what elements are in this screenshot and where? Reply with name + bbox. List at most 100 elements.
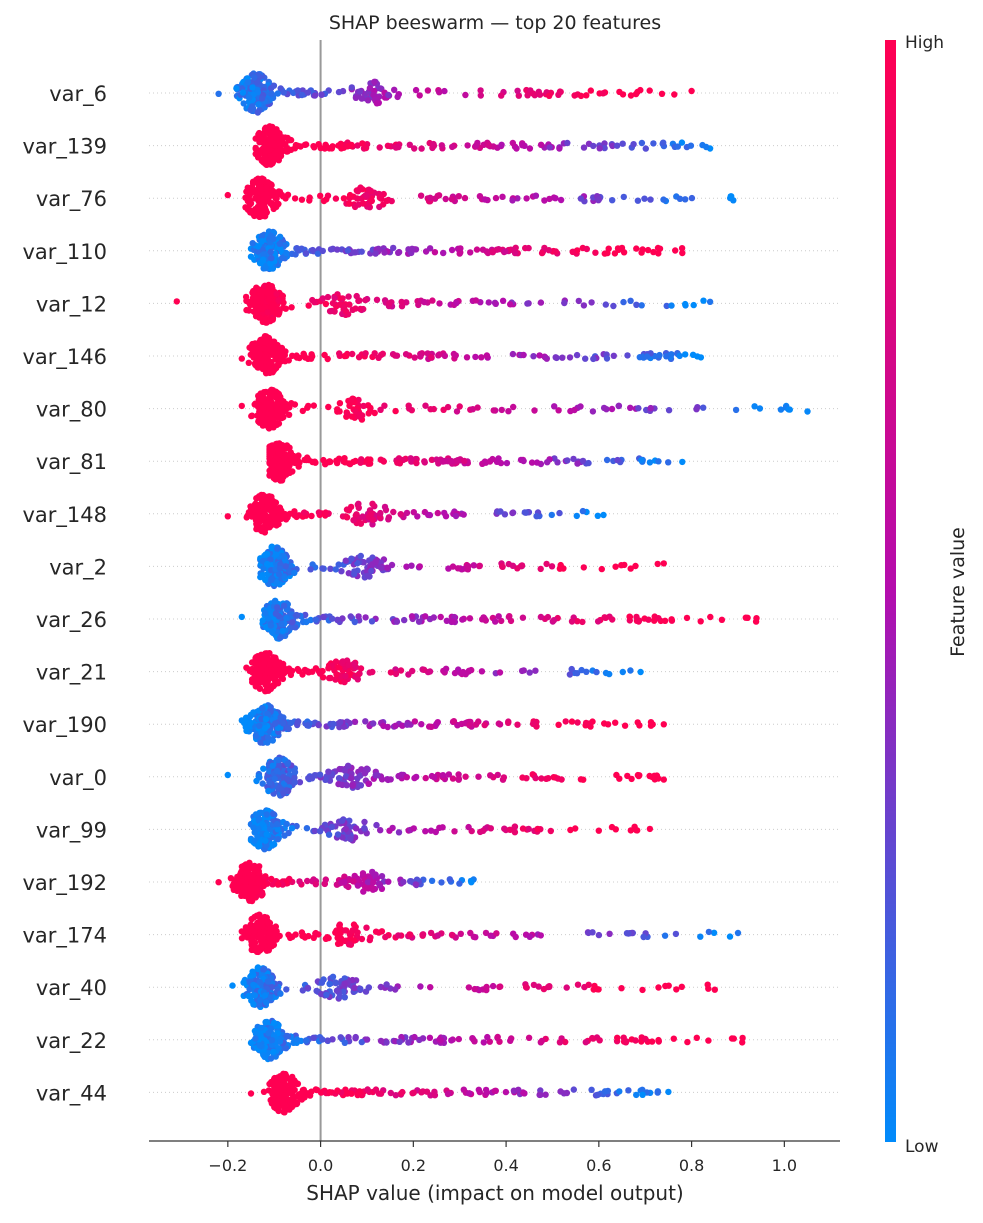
point — [444, 618, 450, 624]
point — [358, 665, 364, 671]
point — [418, 721, 424, 727]
point — [500, 298, 506, 304]
point — [502, 248, 508, 254]
point — [588, 87, 594, 93]
point — [249, 84, 255, 90]
point — [519, 142, 525, 148]
point — [289, 619, 295, 625]
point — [373, 558, 379, 564]
point — [636, 722, 642, 728]
point — [537, 92, 543, 98]
point — [323, 992, 329, 998]
point — [378, 1038, 384, 1044]
point — [228, 875, 234, 881]
point — [499, 563, 505, 569]
point — [583, 92, 589, 98]
point — [354, 929, 360, 935]
point — [668, 616, 674, 622]
point — [660, 140, 666, 146]
point — [369, 198, 375, 204]
point — [578, 195, 584, 201]
point — [551, 403, 557, 409]
point — [258, 730, 264, 736]
point — [409, 613, 415, 619]
point — [370, 720, 376, 726]
point — [269, 629, 275, 635]
point — [256, 314, 262, 320]
point — [338, 880, 344, 886]
point — [263, 333, 269, 339]
point — [439, 824, 445, 830]
point — [259, 158, 265, 164]
point — [546, 247, 552, 253]
point — [266, 297, 272, 303]
point — [467, 615, 473, 621]
point — [451, 718, 457, 724]
point — [436, 300, 442, 306]
point — [298, 246, 304, 252]
point — [403, 351, 409, 357]
point — [555, 775, 561, 781]
point — [624, 930, 630, 936]
point — [295, 666, 301, 672]
point — [284, 442, 290, 448]
point — [270, 469, 276, 475]
point — [627, 405, 633, 411]
point — [363, 192, 369, 198]
point — [620, 669, 626, 675]
point — [257, 979, 263, 985]
point — [480, 247, 486, 253]
point — [427, 512, 433, 518]
point — [682, 301, 688, 307]
point — [333, 195, 339, 201]
point — [471, 934, 477, 940]
point — [377, 193, 383, 199]
point — [286, 412, 292, 418]
point — [268, 1055, 274, 1061]
point — [622, 723, 628, 729]
point — [263, 319, 269, 325]
point — [343, 558, 349, 564]
point — [526, 826, 532, 832]
point — [270, 317, 276, 323]
point — [256, 842, 262, 848]
point — [555, 92, 561, 98]
point — [273, 611, 279, 617]
point — [578, 667, 584, 673]
point — [358, 553, 364, 559]
point — [251, 670, 257, 676]
point — [610, 303, 616, 309]
point — [272, 776, 278, 782]
point — [571, 92, 577, 98]
point — [491, 407, 497, 413]
point — [483, 984, 489, 990]
point — [368, 568, 374, 574]
point — [406, 405, 412, 411]
point — [427, 406, 433, 412]
point — [459, 670, 465, 676]
point — [363, 145, 369, 151]
point — [538, 932, 544, 938]
point — [349, 84, 355, 90]
point — [394, 94, 400, 100]
point — [263, 185, 269, 191]
point — [380, 201, 386, 207]
point — [484, 352, 490, 358]
point — [472, 986, 478, 992]
point — [481, 1039, 487, 1045]
point — [700, 298, 706, 304]
point — [265, 788, 271, 794]
point — [650, 140, 656, 146]
point — [398, 299, 404, 305]
point — [278, 469, 284, 475]
point — [633, 827, 639, 833]
point — [262, 508, 268, 514]
point — [267, 411, 273, 417]
point — [330, 974, 336, 980]
point — [433, 829, 439, 835]
point — [435, 193, 441, 199]
point — [326, 981, 332, 987]
point — [272, 422, 278, 428]
point — [367, 934, 373, 940]
